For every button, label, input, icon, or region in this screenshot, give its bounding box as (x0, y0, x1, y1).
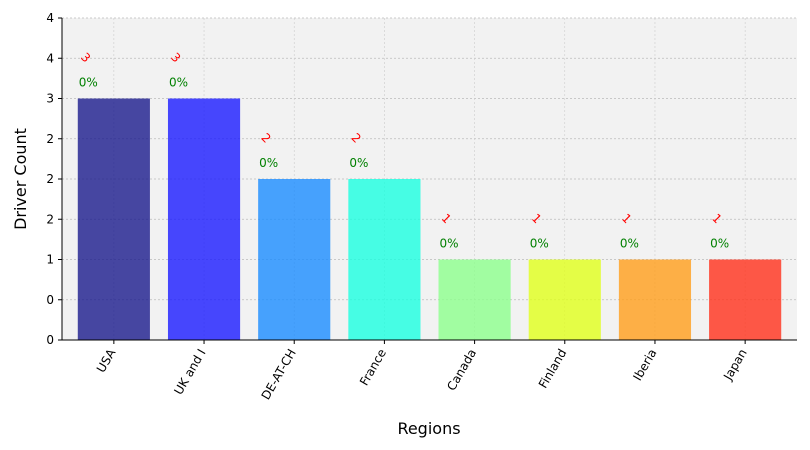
x-tick-label: Canada (444, 347, 479, 394)
y-tick-label: 2 (46, 172, 54, 186)
x-tick-label: France (357, 347, 389, 389)
bar (348, 179, 421, 340)
y-tick-label: 4 (46, 51, 54, 65)
bar (438, 259, 511, 340)
y-tick-label: 4 (46, 11, 54, 25)
bar (528, 259, 601, 340)
bar (167, 98, 241, 340)
x-ticks-group: USA UK and I DE-AT-CH France Canada Finland Ib… (94, 340, 750, 402)
y-tick-label: 3 (46, 92, 54, 106)
bar (709, 259, 782, 340)
percent-label: 0% (259, 156, 278, 170)
bar (618, 259, 692, 340)
bars-group (77, 98, 782, 340)
x-tick-label: USA (94, 346, 119, 375)
y-tick-label: 1 (46, 253, 54, 267)
y-tick-label: 0 (46, 333, 54, 347)
x-tick-label: DE-AT-CH (259, 347, 299, 403)
x-tick-label: Japan (720, 347, 749, 384)
percent-label: 0% (620, 237, 639, 251)
percent-label: 0% (710, 237, 729, 251)
y-tick-label: 2 (46, 212, 54, 226)
percent-label: 0% (169, 76, 188, 90)
y-ticks-group: 0 0 1 2 2 2 3 4 4 (46, 11, 62, 347)
x-tick-label: Iberia (630, 347, 659, 384)
bar (77, 98, 150, 340)
percent-label: 0% (349, 156, 368, 170)
x-tick-label: Finland (536, 347, 570, 391)
y-axis-title: Driver Count (11, 128, 30, 230)
x-tick-label: UK and I (171, 347, 208, 398)
percent-label: 0% (79, 76, 98, 90)
x-axis-title: Regions (397, 419, 460, 438)
y-tick-label: 2 (46, 132, 54, 146)
percent-label: 0% (440, 237, 459, 251)
percent-label: 0% (530, 237, 549, 251)
bar (258, 179, 331, 340)
y-tick-label: 0 (46, 293, 54, 307)
